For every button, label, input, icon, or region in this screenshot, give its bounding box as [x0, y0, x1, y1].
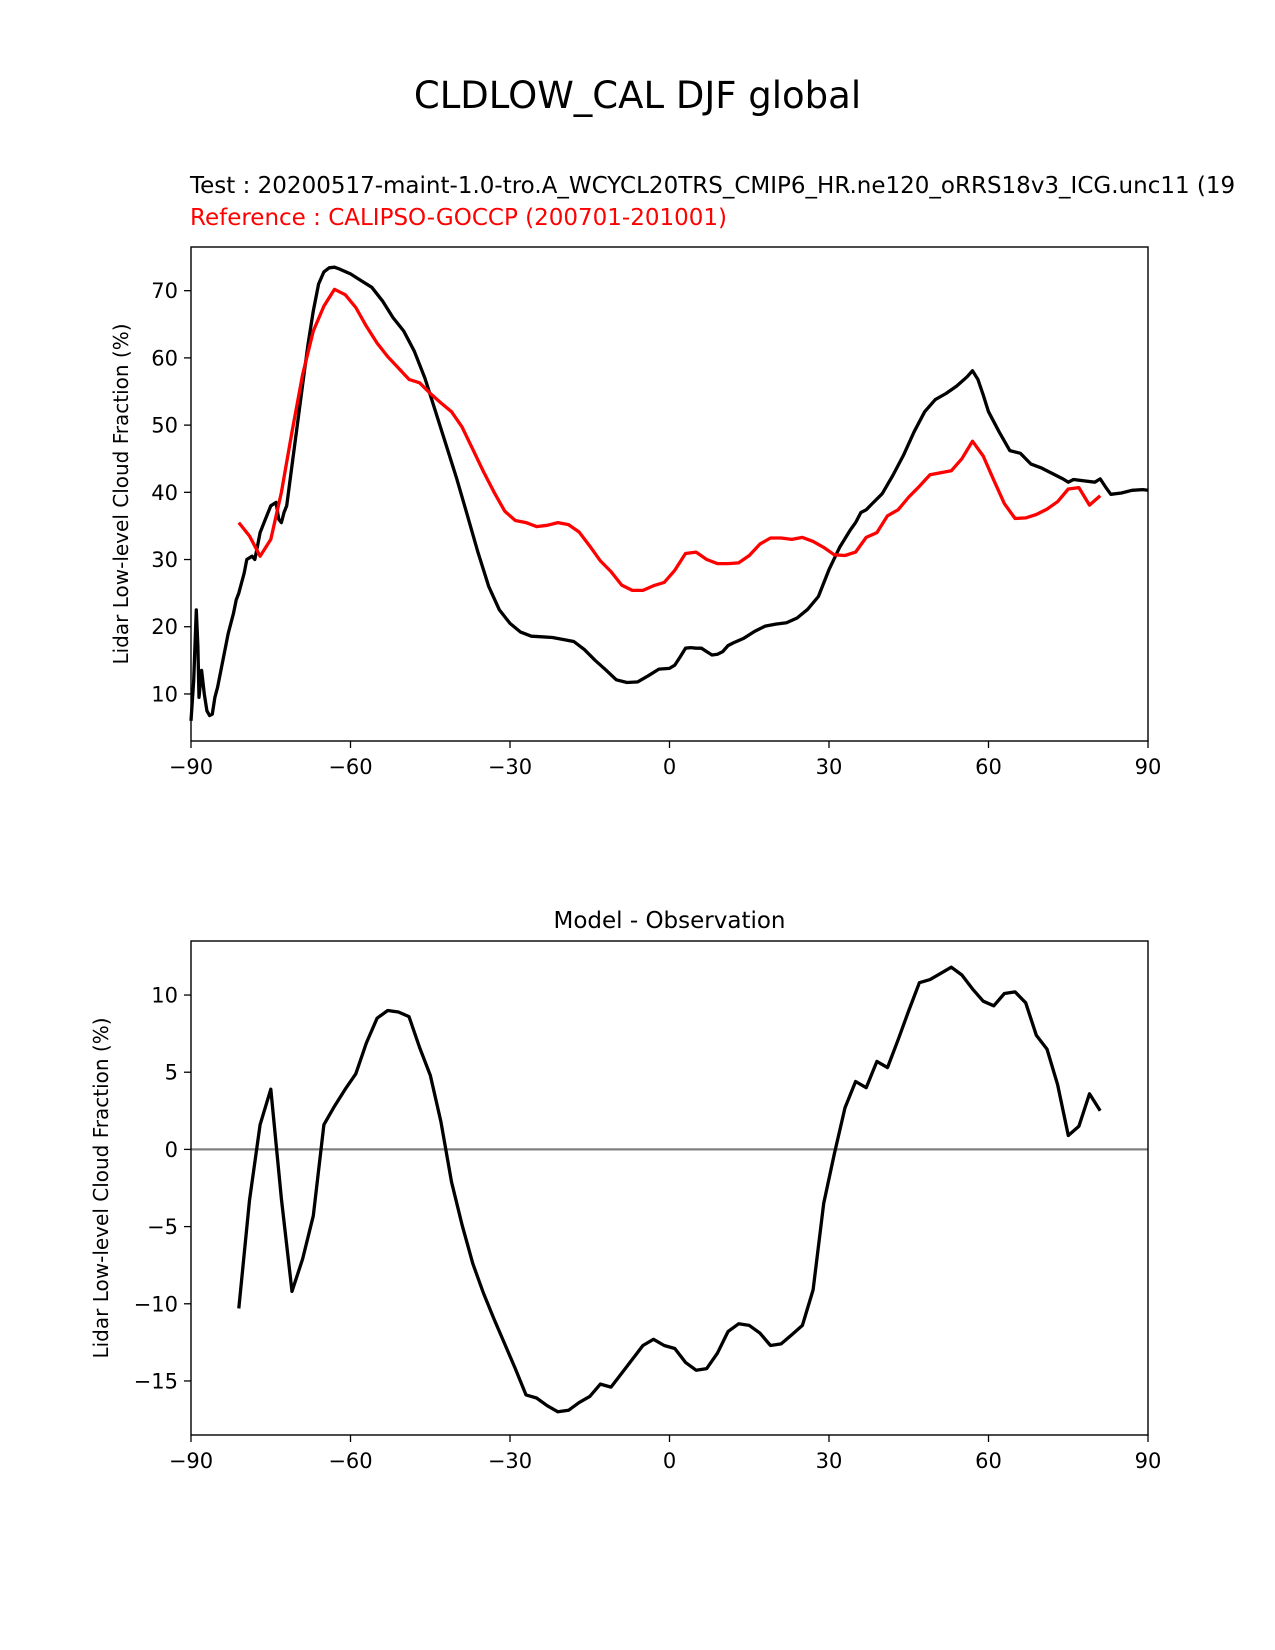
bottom-panel-xtick-label: 90	[1135, 1449, 1162, 1473]
top-panel-ytick-label: 60	[151, 346, 178, 370]
top-panel-xtick-label: −60	[328, 755, 372, 779]
bottom-panel-xtick-label: −90	[169, 1449, 213, 1473]
top-panel-xtick-label: 60	[975, 755, 1002, 779]
bottom-panel-ytick-label: 5	[165, 1061, 178, 1085]
top-panel-series-test-line	[189, 265, 1149, 721]
bottom-panel-xtick-label: 30	[816, 1449, 843, 1473]
bottom-panel-title: Model - Observation	[553, 908, 785, 934]
top-panel-xtick-label: −90	[169, 755, 213, 779]
bottom-panel-xtick-label: −60	[328, 1449, 372, 1473]
top-panel-axes-frame	[190, 246, 1149, 742]
bottom-panel-axes-frame	[190, 940, 1149, 1436]
top-panel-xtick-label: 0	[663, 755, 676, 779]
reference-dataset-label: Reference : CALIPSO-GOCCP (200701-201001…	[190, 205, 728, 231]
bottom-panel-xtick-label: 60	[975, 1449, 1002, 1473]
top-panel-xtick-label: −30	[488, 755, 532, 779]
bottom-panel-ytick-label: −10	[134, 1292, 178, 1316]
top-panel-ytick-label: 20	[151, 615, 178, 639]
top-panel-series-reference-line	[237, 287, 1102, 593]
bottom-panel-ytick-label: −15	[134, 1369, 178, 1393]
top-panel-ytick-label: 70	[151, 279, 178, 303]
bottom-panel-ytick-label: 0	[165, 1138, 178, 1162]
top-panel-ytick-label: 40	[151, 481, 178, 505]
bottom-panel-series-test-line	[237, 965, 1102, 1414]
top-panel-xtick-label: 30	[816, 755, 843, 779]
top-panel-xtick-label: 90	[1135, 755, 1162, 779]
bottom-panel-ylabel: Lidar Low-level Cloud Fraction (%)	[89, 1017, 113, 1358]
top-panel-ylabel: Lidar Low-level Cloud Fraction (%)	[109, 323, 133, 664]
figure-title: CLDLOW_CAL DJF global	[413, 74, 862, 117]
bottom-panel-xtick-label: 0	[663, 1449, 676, 1473]
bottom-panel-ytick-label: 10	[151, 984, 178, 1008]
top-panel-ytick-label: 10	[151, 682, 178, 706]
top-panel-ytick-label: 30	[151, 548, 178, 572]
bottom-panel-xtick-label: −30	[488, 1449, 532, 1473]
test-dataset-label: Test : 20200517-maint-1.0-tro.A_WCYCL20T…	[190, 173, 1236, 199]
top-panel-ytick-label: 50	[151, 414, 178, 438]
bottom-panel-ytick-label: −5	[147, 1215, 178, 1239]
